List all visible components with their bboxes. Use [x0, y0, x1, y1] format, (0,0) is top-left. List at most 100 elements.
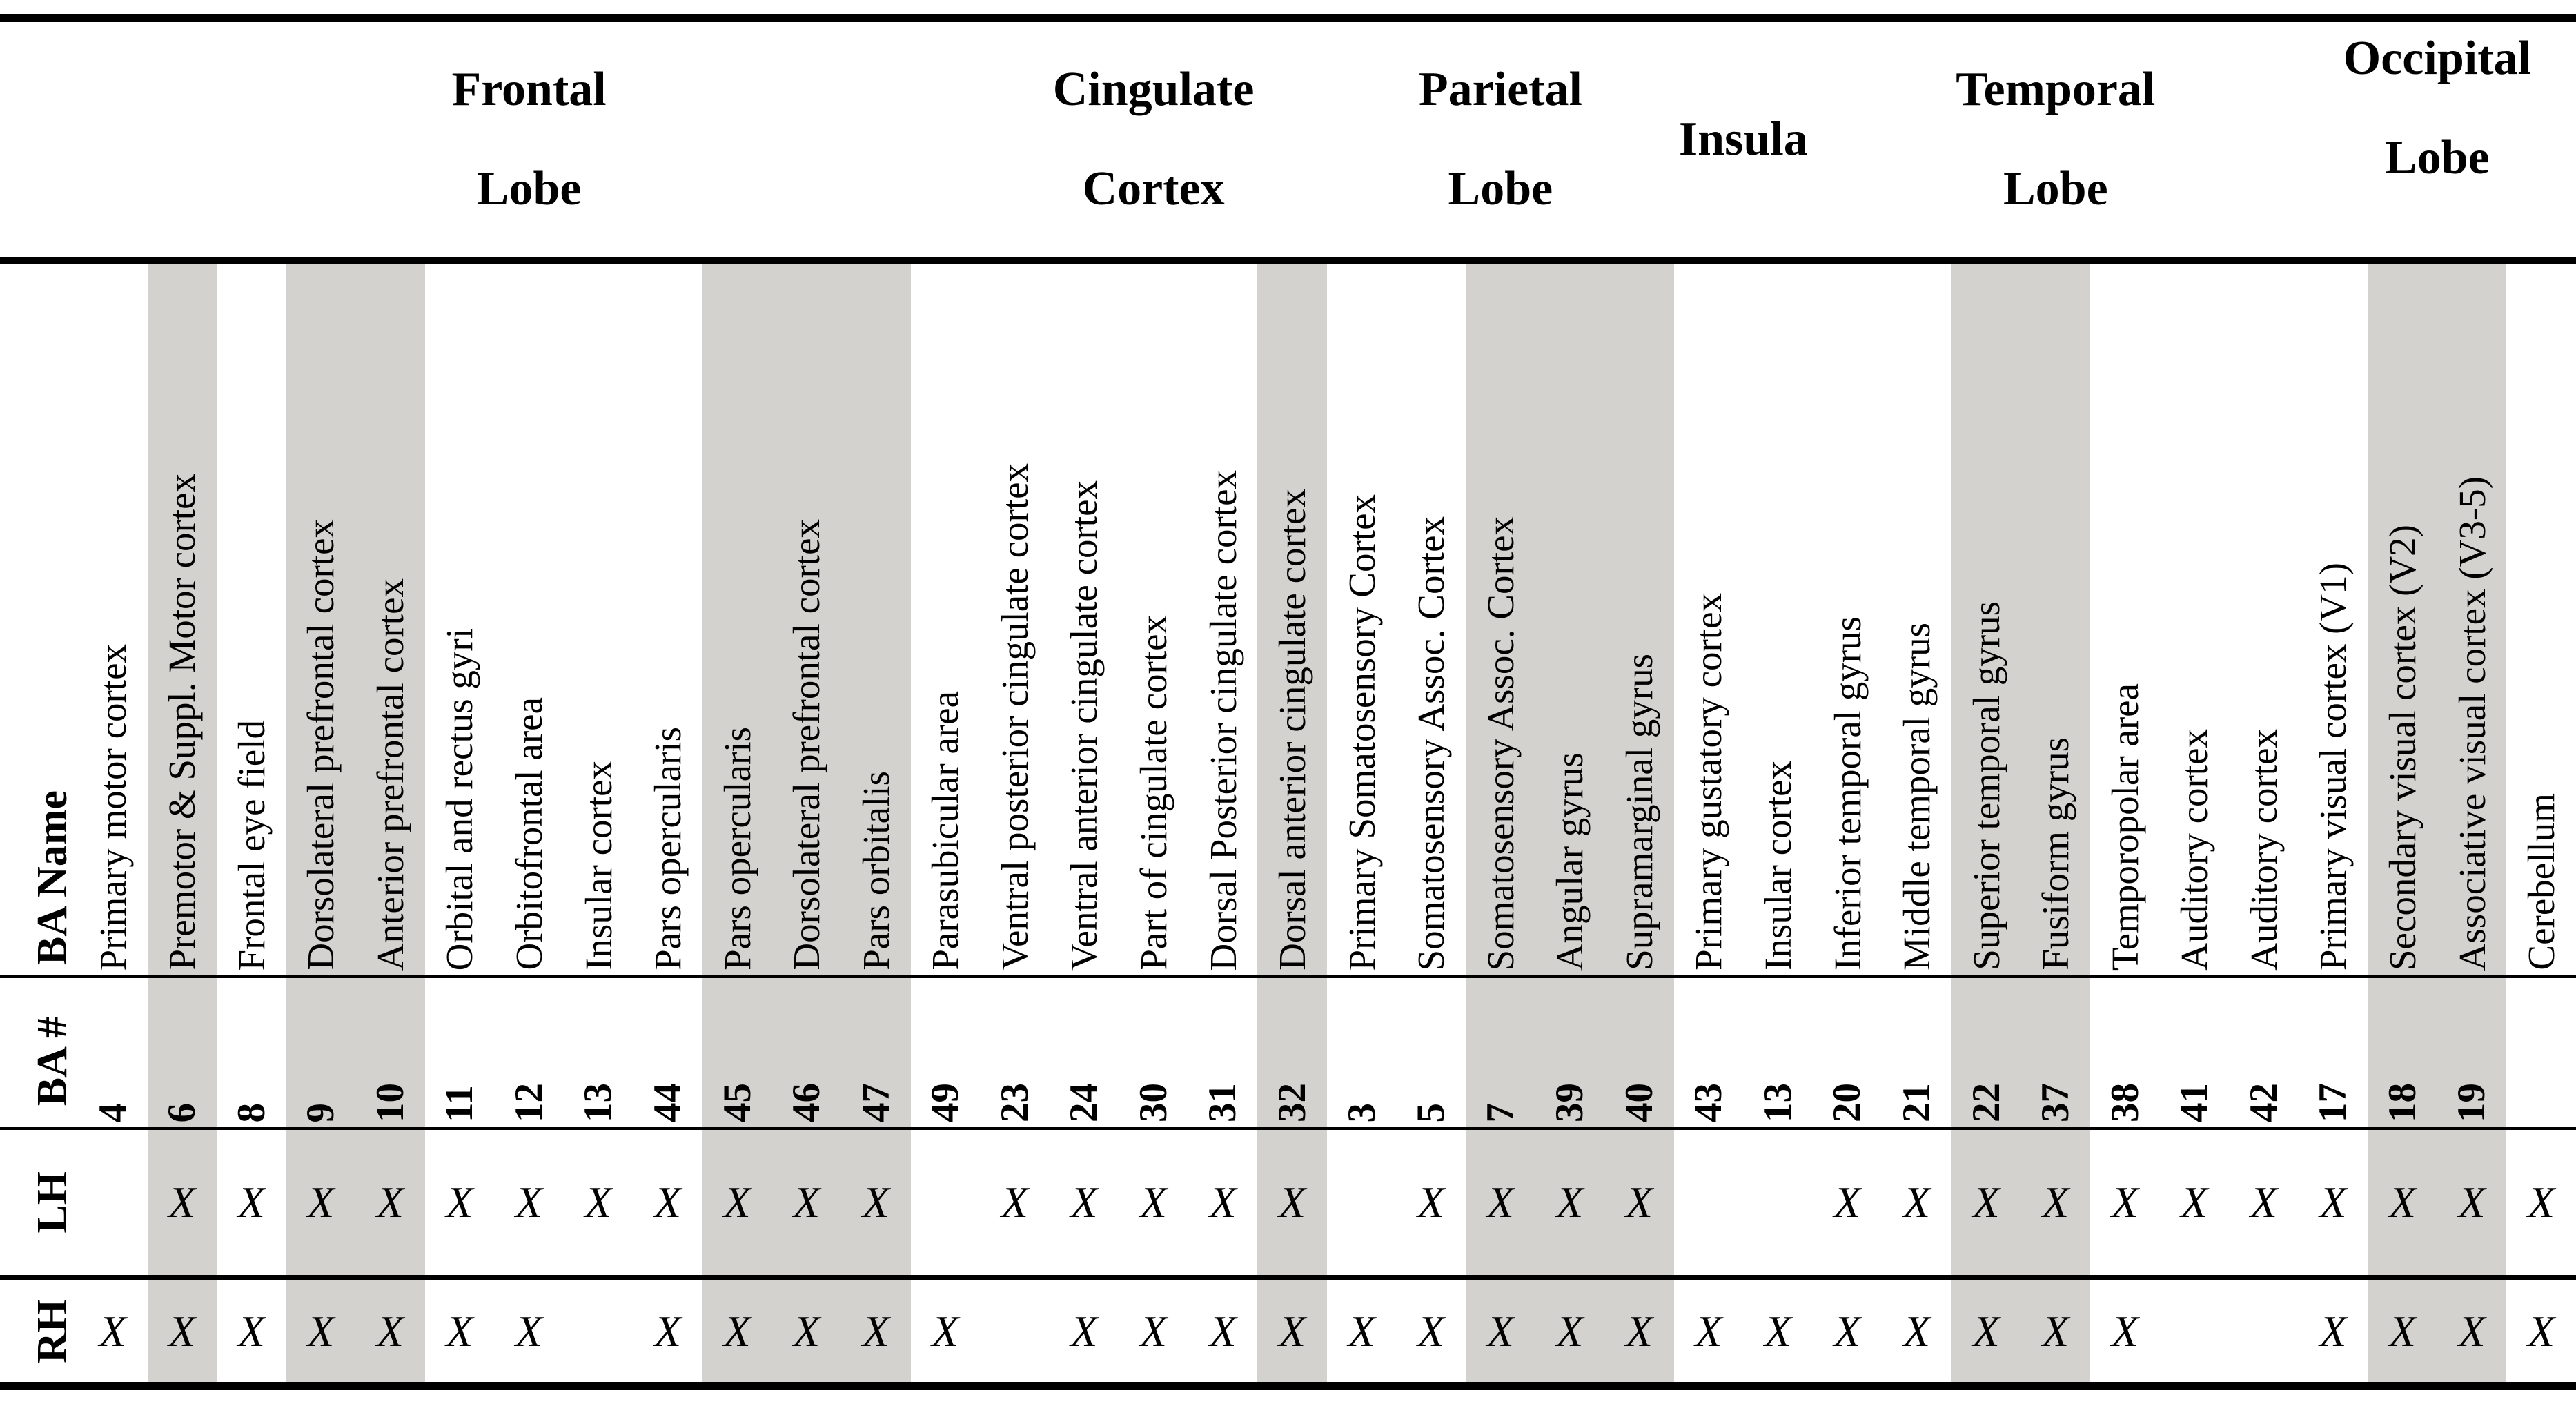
rh-mark-cell: X: [286, 1280, 356, 1382]
rh-x-mark: X: [1695, 1306, 1722, 1356]
rh-x-mark: X: [1833, 1306, 1861, 1356]
ba-number-cell: 6: [147, 978, 217, 1127]
lh-x-mark: X: [1486, 1178, 1514, 1227]
lobe-group-line1: Occipital: [2343, 32, 2531, 85]
ba-number: 5: [1409, 1102, 1453, 1123]
rh-mark-cell: X: [78, 1280, 148, 1382]
column-name: Fusiform gyrus: [2034, 737, 2077, 971]
column-name: Auditory cortex: [2173, 729, 2216, 971]
lh-mark-cell: [1674, 1130, 1744, 1275]
ba-number: 41: [2172, 1083, 2216, 1122]
rh-x-mark: X: [2319, 1306, 2347, 1356]
rh-mark-cell: X: [494, 1280, 564, 1382]
ba-number: 3: [1339, 1102, 1384, 1123]
column-name: Middle temporal gyrus: [1896, 622, 1938, 971]
lh-mark-cell: X: [633, 1130, 702, 1275]
rh-mark-cell: [2160, 1280, 2230, 1382]
lh-mark-cell: X: [2437, 1130, 2507, 1275]
rh-x-mark: X: [1625, 1306, 1653, 1356]
column-name: Anterior prefrontal cortex: [368, 578, 411, 971]
ba-number: 12: [507, 1083, 551, 1122]
column-name: Insular cortex: [1756, 761, 1799, 971]
ba-number-cell: 31: [1188, 978, 1258, 1127]
column-name-cell: Dorsolateral prefrontal cortex: [286, 264, 356, 975]
lh-mark-cell: X: [1257, 1130, 1327, 1275]
rh-mark-cell: X: [1674, 1280, 1744, 1382]
lh-label: LH: [28, 1171, 76, 1234]
column-name-cell: Inferior temporal gyrus: [1813, 264, 1882, 975]
ba-number-cell: 38: [2090, 978, 2160, 1127]
lobe-group-line1: Parietal: [1418, 63, 1582, 116]
lh-mark-cell: X: [771, 1130, 842, 1275]
lh-mark-cell: X: [1397, 1130, 1466, 1275]
column-name: Part of cingulate cortex: [1132, 615, 1174, 971]
ba-number: 11: [437, 1085, 482, 1122]
lh-x-mark: X: [1972, 1178, 2000, 1227]
rh-x-mark: X: [654, 1306, 682, 1356]
rh-mark-cell: X: [425, 1280, 495, 1382]
rh-mark-cell: X: [1535, 1280, 1605, 1382]
ba-number-cell: 5: [1397, 978, 1466, 1127]
lh-x-mark: X: [862, 1178, 889, 1227]
column-name-cell: Somatosensory Assoc. Cortex: [1397, 264, 1466, 975]
ba-number-cell: 37: [2021, 978, 2091, 1127]
lh-x-mark: X: [2458, 1178, 2486, 1227]
lh-mark-cell: X: [702, 1130, 772, 1275]
ba-number: 18: [2380, 1083, 2424, 1122]
lh-x-mark: X: [1140, 1178, 1168, 1227]
lh-x-mark: X: [2528, 1178, 2555, 1227]
ba-number-cell: 9: [286, 978, 356, 1127]
rh-mark-cell: X: [1743, 1280, 1813, 1382]
rh-x-mark: X: [1140, 1306, 1168, 1356]
ba-number-cell: 30: [1119, 978, 1188, 1127]
rh-label: RH: [28, 1299, 76, 1363]
ba-number: 45: [715, 1083, 759, 1122]
lobe-group-header: Temporal Lobe: [1813, 22, 2299, 257]
ba-number-cell: 19: [2437, 978, 2507, 1127]
column-name: Orbital and rectus gyri: [438, 627, 481, 971]
lh-x-mark: X: [2250, 1178, 2278, 1227]
rh-mark-cell: X: [2299, 1280, 2368, 1382]
lh-x-mark: X: [1556, 1178, 1584, 1227]
lh-x-mark: X: [515, 1178, 543, 1227]
rh-mark-cell: X: [1604, 1280, 1674, 1382]
column-name: Superior temporal gyrus: [1965, 601, 2007, 971]
column-name-cell: Primary visual cortex (V1): [2299, 264, 2368, 975]
lh-x-mark: X: [1001, 1178, 1029, 1227]
ba-number-cell: 44: [633, 978, 702, 1127]
column-name: Ventral anterior cingulate cortex: [1063, 480, 1105, 971]
lh-mark-cell: X: [2090, 1130, 2160, 1275]
column-name-cell: Temporopolar area: [2090, 264, 2160, 975]
rh-x-mark: X: [1279, 1306, 1306, 1356]
ba-name-label: BA Name: [28, 790, 76, 965]
ba-number-cell: 3: [1327, 978, 1397, 1127]
ba-number: 4: [90, 1102, 135, 1123]
ba-number-cell: 43: [1674, 978, 1744, 1127]
lh-x-mark: X: [2319, 1178, 2347, 1227]
rh-x-mark: X: [2528, 1306, 2555, 1356]
ba-number-cell: 8: [217, 978, 286, 1127]
lobe-group-line2: Lobe: [1448, 162, 1553, 215]
ba-number-cell: 13: [564, 978, 633, 1127]
rh-x-mark: X: [862, 1306, 889, 1356]
row-label-lh: LH: [0, 1130, 78, 1275]
rh-x-mark: X: [168, 1306, 196, 1356]
column-name: Somatosensory Assoc. Cortex: [1479, 516, 1522, 971]
ba-number: 23: [992, 1083, 1036, 1122]
ba-number: 40: [1617, 1083, 1661, 1122]
ba-number: 39: [1548, 1083, 1592, 1122]
numbers-divider-rule: [0, 1127, 2576, 1130]
lobe-group-header: Occipital Lobe: [2299, 0, 2576, 226]
header-divider-rule: [0, 257, 2576, 264]
column-name-cell: Pars opercularis: [633, 264, 702, 975]
rh-mark-cell: X: [1050, 1280, 1119, 1382]
ba-number: 43: [1687, 1083, 1731, 1122]
rh-x-mark: X: [2458, 1306, 2486, 1356]
lobe-group-line2: Lobe: [476, 162, 582, 215]
column-name: Dorsal anterior cingulate cortex: [1271, 489, 1314, 971]
rh-mark-cell: X: [1466, 1280, 1535, 1382]
lh-x-mark: X: [1279, 1178, 1306, 1227]
column-name-cell: Middle temporal gyrus: [1882, 264, 1951, 975]
rh-mark-cell: X: [1813, 1280, 1882, 1382]
rh-x-mark: X: [1486, 1306, 1514, 1356]
